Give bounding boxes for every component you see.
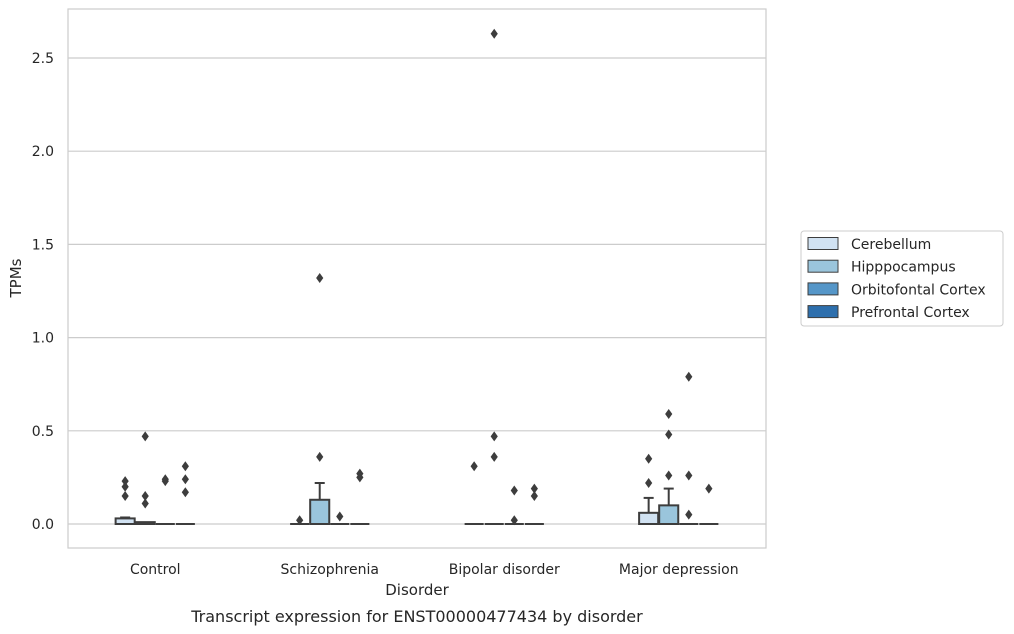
legend-label: Cerebellum: [851, 237, 931, 253]
outlier-point: [490, 28, 498, 39]
outlier-point: [121, 491, 129, 502]
outlier-point: [141, 431, 149, 442]
box-2: [134, 431, 156, 525]
outlier-point: [665, 409, 673, 420]
outlier-point: [665, 429, 673, 440]
outlier-point: [336, 511, 344, 522]
outlier-point: [121, 476, 129, 487]
outlier-point: [296, 515, 304, 526]
legend-label: Hipppocampus: [851, 260, 956, 276]
box-body: [658, 504, 680, 525]
box-1: [638, 453, 660, 525]
outlier-point: [685, 371, 693, 382]
box-4: [524, 483, 544, 525]
outlier-point: [181, 474, 189, 485]
box-3: [504, 485, 524, 526]
outlier-point: [645, 477, 653, 488]
legend-items: Cerebellum Hipppocampus Orbitofontal Corte…: [807, 237, 986, 321]
box-1: [114, 476, 136, 526]
plot-area-frame: [67, 8, 767, 549]
box-3: [679, 371, 699, 525]
outlier-point: [665, 470, 673, 481]
legend-item: Orbitofontal Cortex: [807, 282, 986, 298]
box-2: [309, 272, 331, 526]
outlier-point: [645, 453, 653, 464]
outlier-point: [181, 461, 189, 472]
outlier-point: [490, 451, 498, 462]
outlier-point: [530, 483, 538, 494]
legend-swatch: [807, 259, 839, 273]
y-axis-title: TPMs: [7, 258, 25, 298]
outlier-point: [510, 485, 518, 496]
y-tick-label: 0.0: [32, 517, 54, 533]
box-4: [175, 461, 195, 525]
legend-label: Prefrontal Cortex: [851, 305, 970, 321]
legend-label: Orbitofontal Cortex: [851, 282, 986, 298]
outlier-point: [316, 451, 324, 462]
box-3: [330, 511, 350, 525]
outlier-point: [161, 474, 169, 485]
chart-caption: Transcript expression for ENST0000047743…: [190, 607, 643, 626]
y-tick-labels: 0.0 0.5 1.0 1.5 2.0 2.5: [32, 51, 54, 533]
box-2: [484, 28, 504, 525]
outlier-point: [181, 487, 189, 498]
legend: Cerebellum Hipppocampus Orbitofontal Corte…: [800, 230, 1004, 327]
outlier-point: [530, 491, 538, 502]
x-tick-labels: Control Schizophrenia Bipolar disorder Majo…: [130, 562, 739, 578]
x-tick-label: Control: [130, 562, 181, 578]
legend-swatch: [807, 237, 839, 250]
x-axis-title: Disorder: [385, 581, 449, 599]
outlier-point: [685, 470, 693, 481]
outlier-point: [490, 431, 498, 442]
box-body: [638, 511, 660, 525]
outlier-point: [356, 468, 364, 479]
box-2: [658, 409, 680, 525]
outlier-point: [510, 515, 518, 526]
x-tick-label: Schizophrenia: [281, 562, 379, 578]
y-tick-label: 2.0: [32, 144, 54, 160]
outlier-point: [705, 483, 713, 494]
legend-frame: [800, 230, 1004, 327]
box-groups: [114, 28, 719, 526]
box-1: [290, 515, 310, 526]
legend-item: Cerebellum: [807, 237, 931, 253]
box-3: [155, 474, 175, 525]
legend-item: Hipppocampus: [807, 259, 956, 276]
x-tick-label: Major depression: [619, 562, 739, 578]
outlier-point: [470, 461, 478, 472]
box-4: [699, 483, 719, 525]
outlier-point: [141, 498, 149, 509]
outlier-point: [141, 491, 149, 502]
outlier-point: [685, 509, 693, 520]
legend-item: Prefrontal Cortex: [807, 305, 970, 321]
x-tick-label: Bipolar disorder: [449, 562, 560, 578]
box-4: [350, 468, 370, 525]
legend-swatch: [807, 305, 839, 319]
box-1: [464, 461, 484, 525]
y-tick-label: 1.0: [32, 331, 54, 347]
box-body: [309, 498, 331, 526]
legend-swatch: [807, 282, 839, 296]
y-tick-label: 1.5: [32, 237, 54, 253]
y-tick-label: 2.5: [32, 51, 54, 67]
outlier-point: [121, 481, 129, 492]
outlier-point: [316, 272, 324, 283]
y-tick-label: 0.5: [32, 424, 54, 440]
